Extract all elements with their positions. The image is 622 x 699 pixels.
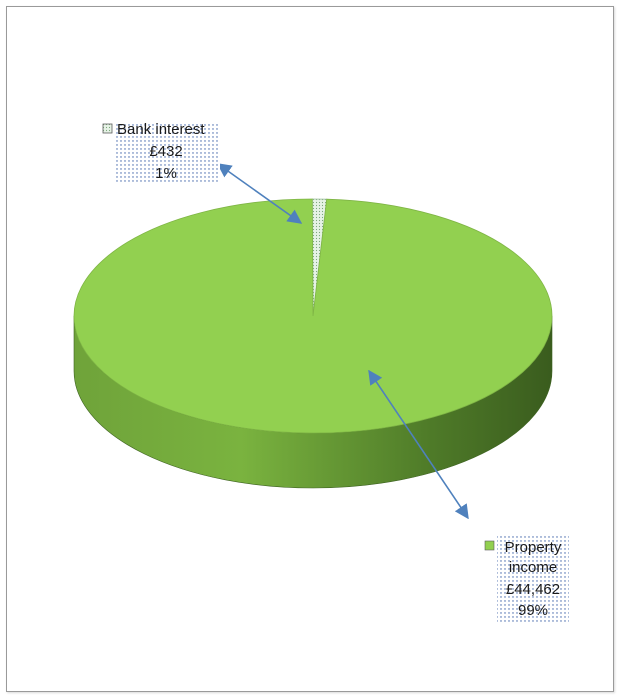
bank-interest-legend-key (102, 123, 113, 134)
property-income-label-value: £44,462 (506, 581, 560, 598)
property-income-leader-arrow (368, 369, 469, 520)
bank-interest-label-percent: 1% (155, 165, 177, 182)
bank-interest-label-value: £432 (149, 143, 182, 160)
property-income-legend-key (484, 540, 495, 551)
property-income-label-name: Property (505, 539, 562, 556)
bank-interest-data-label: Bank interest £432 1% (102, 121, 220, 184)
bank-interest-leader-arrow (216, 163, 303, 224)
property-income-label-name-2: income (509, 559, 557, 576)
bank-interest-label-name: Bank interest (117, 121, 205, 138)
property-income-label-percent: 99% (518, 602, 548, 619)
property-income-data-label: Property income £44,462 99% (484, 536, 569, 622)
